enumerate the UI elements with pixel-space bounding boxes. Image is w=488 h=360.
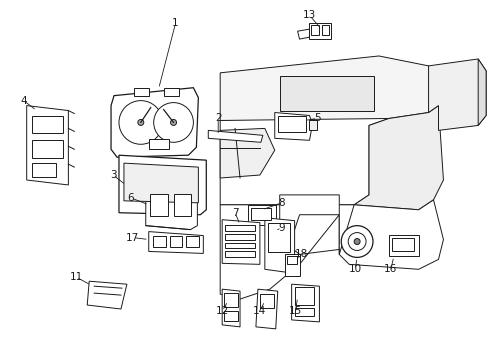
Circle shape [353,239,359,244]
Bar [267,223,289,252]
Text: 17: 17 [126,233,139,243]
Text: 8: 8 [278,198,285,208]
Bar [186,235,199,247]
Polygon shape [274,113,312,140]
Bar [224,293,238,307]
Text: 7: 7 [231,208,238,218]
Polygon shape [222,289,240,327]
Polygon shape [208,130,263,142]
Polygon shape [220,56,438,125]
Bar [284,255,299,276]
Bar [279,76,373,111]
Polygon shape [145,188,197,230]
Circle shape [347,233,366,251]
Bar [224,251,254,257]
Text: 2: 2 [214,113,221,123]
Text: 11: 11 [70,272,83,282]
Bar [152,235,165,247]
Polygon shape [119,155,206,215]
Bar [169,235,182,247]
Bar [134,88,148,96]
Polygon shape [264,218,294,272]
Polygon shape [339,200,443,269]
Text: 3: 3 [109,170,116,180]
Bar [224,225,254,231]
Bar [224,234,254,239]
Text: 16: 16 [384,264,397,274]
Bar [32,163,56,177]
Polygon shape [477,59,485,125]
Bar [294,287,314,305]
Text: 15: 15 [288,306,302,316]
Bar [277,117,305,132]
Text: 14: 14 [253,306,266,316]
Bar [163,88,178,96]
Text: 12: 12 [215,306,228,316]
Bar [250,208,270,220]
Bar [309,23,331,39]
Bar [286,256,296,264]
Text: 13: 13 [302,10,315,20]
Polygon shape [27,105,68,185]
Text: 6: 6 [127,193,134,203]
Circle shape [119,100,163,144]
Text: 18: 18 [294,249,307,260]
Bar [391,238,413,251]
Circle shape [170,120,176,125]
Bar [148,139,168,149]
Polygon shape [255,289,277,329]
Bar [309,121,317,130]
Text: 5: 5 [313,113,320,123]
Polygon shape [291,284,319,322]
Bar [32,140,63,158]
Polygon shape [220,129,274,178]
Polygon shape [111,88,198,157]
Polygon shape [123,163,198,203]
Circle shape [341,226,372,257]
Bar [322,25,328,35]
Bar [259,294,273,308]
Bar [224,311,238,321]
Text: 4: 4 [20,96,27,105]
Text: 10: 10 [348,264,361,274]
Polygon shape [222,220,259,264]
Polygon shape [297,29,309,39]
Polygon shape [220,205,353,299]
Text: 9: 9 [278,222,285,233]
Bar [388,235,418,256]
Polygon shape [279,195,339,235]
Bar [32,116,63,133]
Bar [173,194,191,216]
Polygon shape [87,281,127,309]
Text: 1: 1 [172,18,179,28]
Bar [294,308,314,316]
Polygon shape [353,105,443,210]
Bar [247,205,275,225]
Polygon shape [148,231,203,253]
Circle shape [138,120,143,125]
Bar [224,243,254,248]
Bar [311,25,319,35]
Circle shape [153,103,193,142]
Polygon shape [427,59,485,130]
Polygon shape [220,118,388,205]
Bar [149,194,167,216]
